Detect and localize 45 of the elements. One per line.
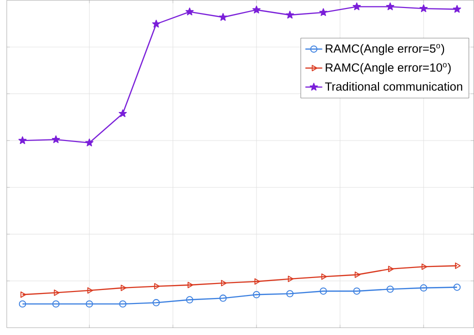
point xyxy=(254,278,260,285)
point xyxy=(452,5,462,13)
point xyxy=(420,284,428,292)
point xyxy=(353,288,360,295)
point xyxy=(186,8,194,16)
point xyxy=(219,294,227,302)
legend-label: RAMC(Angle error=5$^{o}$) xyxy=(326,44,444,56)
point xyxy=(422,264,428,270)
point xyxy=(152,20,160,28)
point xyxy=(154,283,160,290)
point xyxy=(86,300,93,308)
point xyxy=(221,280,227,287)
point xyxy=(118,110,127,118)
legend-label: Traditional communication xyxy=(325,82,462,91)
point xyxy=(252,291,260,298)
point xyxy=(52,300,60,308)
point xyxy=(252,6,261,14)
point xyxy=(186,296,194,304)
point xyxy=(52,136,60,144)
point xyxy=(85,138,94,147)
point xyxy=(388,266,394,272)
point xyxy=(420,4,428,12)
point xyxy=(319,8,328,16)
point xyxy=(386,2,394,10)
point xyxy=(321,274,327,280)
point xyxy=(20,292,26,298)
point xyxy=(288,276,294,282)
legend-label: RAMC(Angle error=10$^{o}$) xyxy=(326,63,451,74)
point xyxy=(286,11,294,19)
point xyxy=(320,288,327,295)
point xyxy=(354,272,360,278)
point xyxy=(455,262,461,270)
point xyxy=(87,288,93,294)
point xyxy=(453,284,461,292)
point xyxy=(386,286,394,294)
point xyxy=(352,2,361,10)
point xyxy=(54,290,60,296)
point xyxy=(286,290,294,298)
point xyxy=(152,299,160,307)
point xyxy=(219,13,228,22)
point xyxy=(18,300,26,308)
point xyxy=(18,136,27,144)
point xyxy=(188,282,194,288)
point xyxy=(119,300,126,308)
point xyxy=(120,284,126,292)
